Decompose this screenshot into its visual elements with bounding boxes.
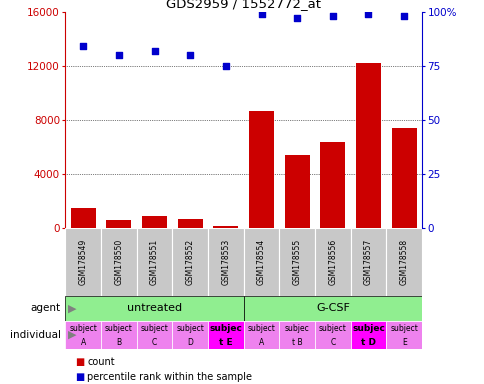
- Bar: [243, 296, 421, 321]
- Bar: [106, 220, 131, 228]
- Text: GSM178558: GSM178558: [399, 239, 408, 285]
- Bar: [385, 228, 421, 296]
- Point: [79, 43, 87, 49]
- Text: GSM178549: GSM178549: [78, 239, 88, 285]
- Text: agent: agent: [30, 303, 60, 313]
- Bar: [350, 228, 385, 296]
- Bar: [65, 296, 243, 321]
- Bar: [355, 63, 380, 228]
- Text: t E: t E: [219, 338, 232, 347]
- Bar: [314, 228, 350, 296]
- Point: [364, 11, 372, 17]
- Text: ■: ■: [75, 356, 84, 367]
- Text: subject: subject: [247, 324, 275, 333]
- Bar: [65, 321, 101, 349]
- Text: GSM178551: GSM178551: [150, 239, 159, 285]
- Point: [222, 63, 229, 69]
- Bar: [101, 321, 136, 349]
- Text: t D: t D: [360, 338, 375, 347]
- Bar: [243, 228, 279, 296]
- Text: GSM178550: GSM178550: [114, 239, 123, 285]
- Title: GDS2959 / 1552772_at: GDS2959 / 1552772_at: [166, 0, 320, 10]
- Bar: [279, 321, 314, 349]
- Bar: [243, 321, 279, 349]
- Point: [115, 52, 122, 58]
- Text: B: B: [116, 338, 121, 347]
- Text: subject: subject: [318, 324, 346, 333]
- Point: [399, 13, 407, 19]
- Bar: [172, 228, 208, 296]
- Text: E: E: [401, 338, 406, 347]
- Text: G-CSF: G-CSF: [315, 303, 349, 313]
- Point: [257, 11, 265, 17]
- Bar: [136, 321, 172, 349]
- Bar: [213, 227, 238, 228]
- Text: ■: ■: [75, 372, 84, 382]
- Bar: [136, 228, 172, 296]
- Bar: [101, 228, 136, 296]
- Text: C: C: [330, 338, 335, 347]
- Text: subject: subject: [69, 324, 97, 333]
- Bar: [208, 228, 243, 296]
- Text: GSM178556: GSM178556: [328, 239, 337, 285]
- Text: subject: subject: [176, 324, 204, 333]
- Text: subject: subject: [390, 324, 417, 333]
- Bar: [314, 321, 350, 349]
- Bar: [65, 228, 101, 296]
- Bar: [284, 155, 309, 228]
- Bar: [350, 321, 385, 349]
- Text: GSM178553: GSM178553: [221, 239, 230, 285]
- Point: [151, 48, 158, 54]
- Text: subject: subject: [140, 324, 168, 333]
- Text: A: A: [258, 338, 264, 347]
- Text: individual: individual: [10, 330, 60, 340]
- Point: [328, 13, 336, 19]
- Text: percentile rank within the sample: percentile rank within the sample: [87, 372, 252, 382]
- Text: ▶: ▶: [68, 330, 76, 340]
- Text: untreated: untreated: [127, 303, 182, 313]
- Text: C: C: [151, 338, 157, 347]
- Text: GSM178554: GSM178554: [257, 239, 266, 285]
- Point: [186, 52, 194, 58]
- Text: GSM178557: GSM178557: [363, 239, 372, 285]
- Bar: [320, 142, 345, 228]
- Text: subjec: subjec: [351, 324, 384, 333]
- Bar: [71, 208, 95, 228]
- Text: subjec: subjec: [284, 324, 309, 333]
- Bar: [142, 216, 166, 228]
- Bar: [279, 228, 314, 296]
- Text: ▶: ▶: [68, 303, 76, 313]
- Text: subject: subject: [105, 324, 133, 333]
- Text: A: A: [80, 338, 86, 347]
- Text: subjec: subjec: [209, 324, 242, 333]
- Bar: [385, 321, 421, 349]
- Bar: [249, 111, 273, 228]
- Text: GSM178555: GSM178555: [292, 239, 301, 285]
- Bar: [172, 321, 208, 349]
- Point: [293, 15, 301, 21]
- Bar: [208, 321, 243, 349]
- Bar: [178, 219, 202, 228]
- Bar: [391, 128, 416, 228]
- Text: D: D: [187, 338, 193, 347]
- Text: t B: t B: [291, 338, 302, 347]
- Text: count: count: [87, 356, 115, 367]
- Text: GSM178552: GSM178552: [185, 239, 195, 285]
